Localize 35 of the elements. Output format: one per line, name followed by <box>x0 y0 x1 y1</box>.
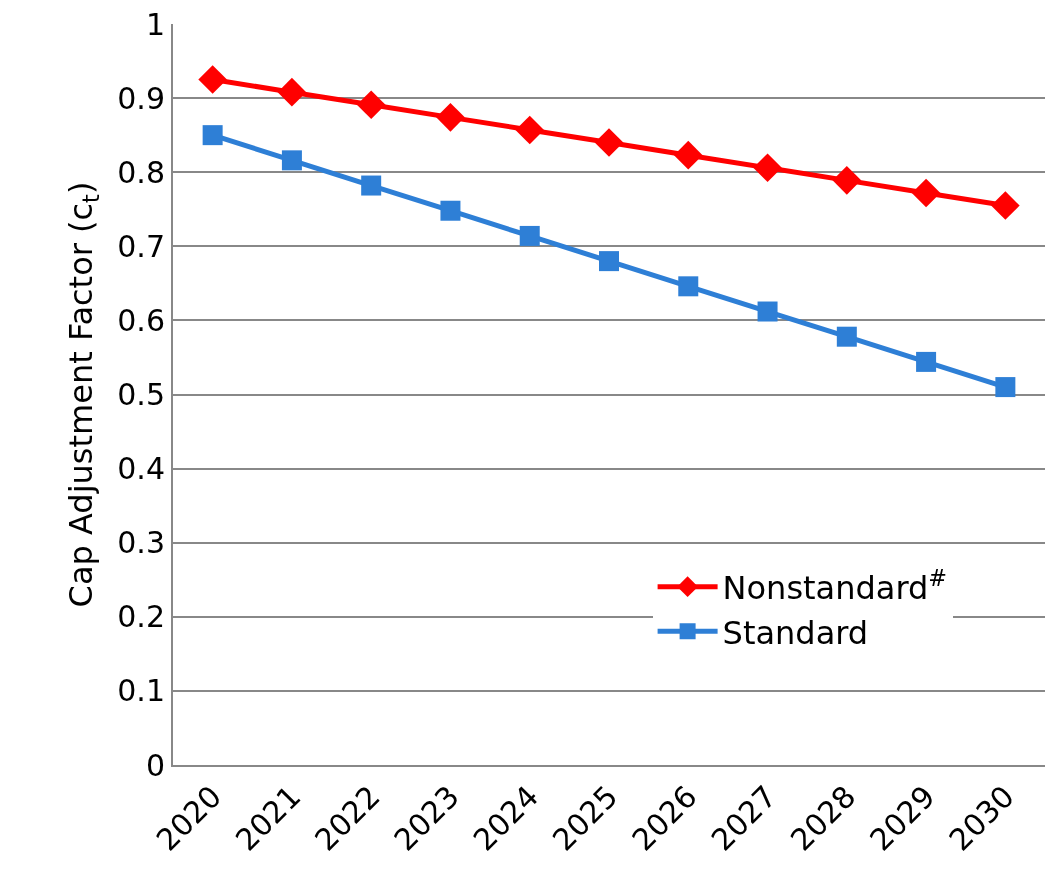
point <box>599 251 619 272</box>
y-tick-label: 0.3 <box>117 525 165 561</box>
y-tick-label: 0.8 <box>117 154 165 190</box>
y-tick-label: 0.4 <box>117 451 165 487</box>
y-tick-label: 0.9 <box>117 80 165 116</box>
point <box>361 175 382 196</box>
point <box>277 77 307 107</box>
point <box>594 128 624 157</box>
y-tick-label: 1 <box>145 6 165 42</box>
y-tick-label: 0.6 <box>117 302 165 338</box>
point <box>202 125 223 146</box>
point <box>832 166 862 195</box>
y-tick-label: 0.7 <box>117 228 165 264</box>
point <box>356 90 386 120</box>
point <box>911 178 941 208</box>
point <box>198 65 227 94</box>
point <box>440 200 461 221</box>
point <box>836 326 857 347</box>
point <box>673 140 703 170</box>
point <box>753 153 782 183</box>
point <box>757 301 778 322</box>
point <box>995 377 1016 398</box>
point <box>678 276 699 297</box>
point <box>281 150 302 171</box>
y-tick-label: 0.2 <box>117 599 165 635</box>
legend-label: Nonstandard$^{#}$ <box>722 564 948 608</box>
y-tick-label: 0.5 <box>117 377 165 412</box>
point <box>519 225 540 246</box>
y-tick-label: 0 <box>145 747 165 783</box>
y-tick-label: 0.1 <box>117 673 165 709</box>
point <box>436 103 465 132</box>
point <box>515 115 545 145</box>
point <box>991 191 1020 220</box>
legend-label: Standard <box>722 613 869 652</box>
point <box>916 351 937 372</box>
